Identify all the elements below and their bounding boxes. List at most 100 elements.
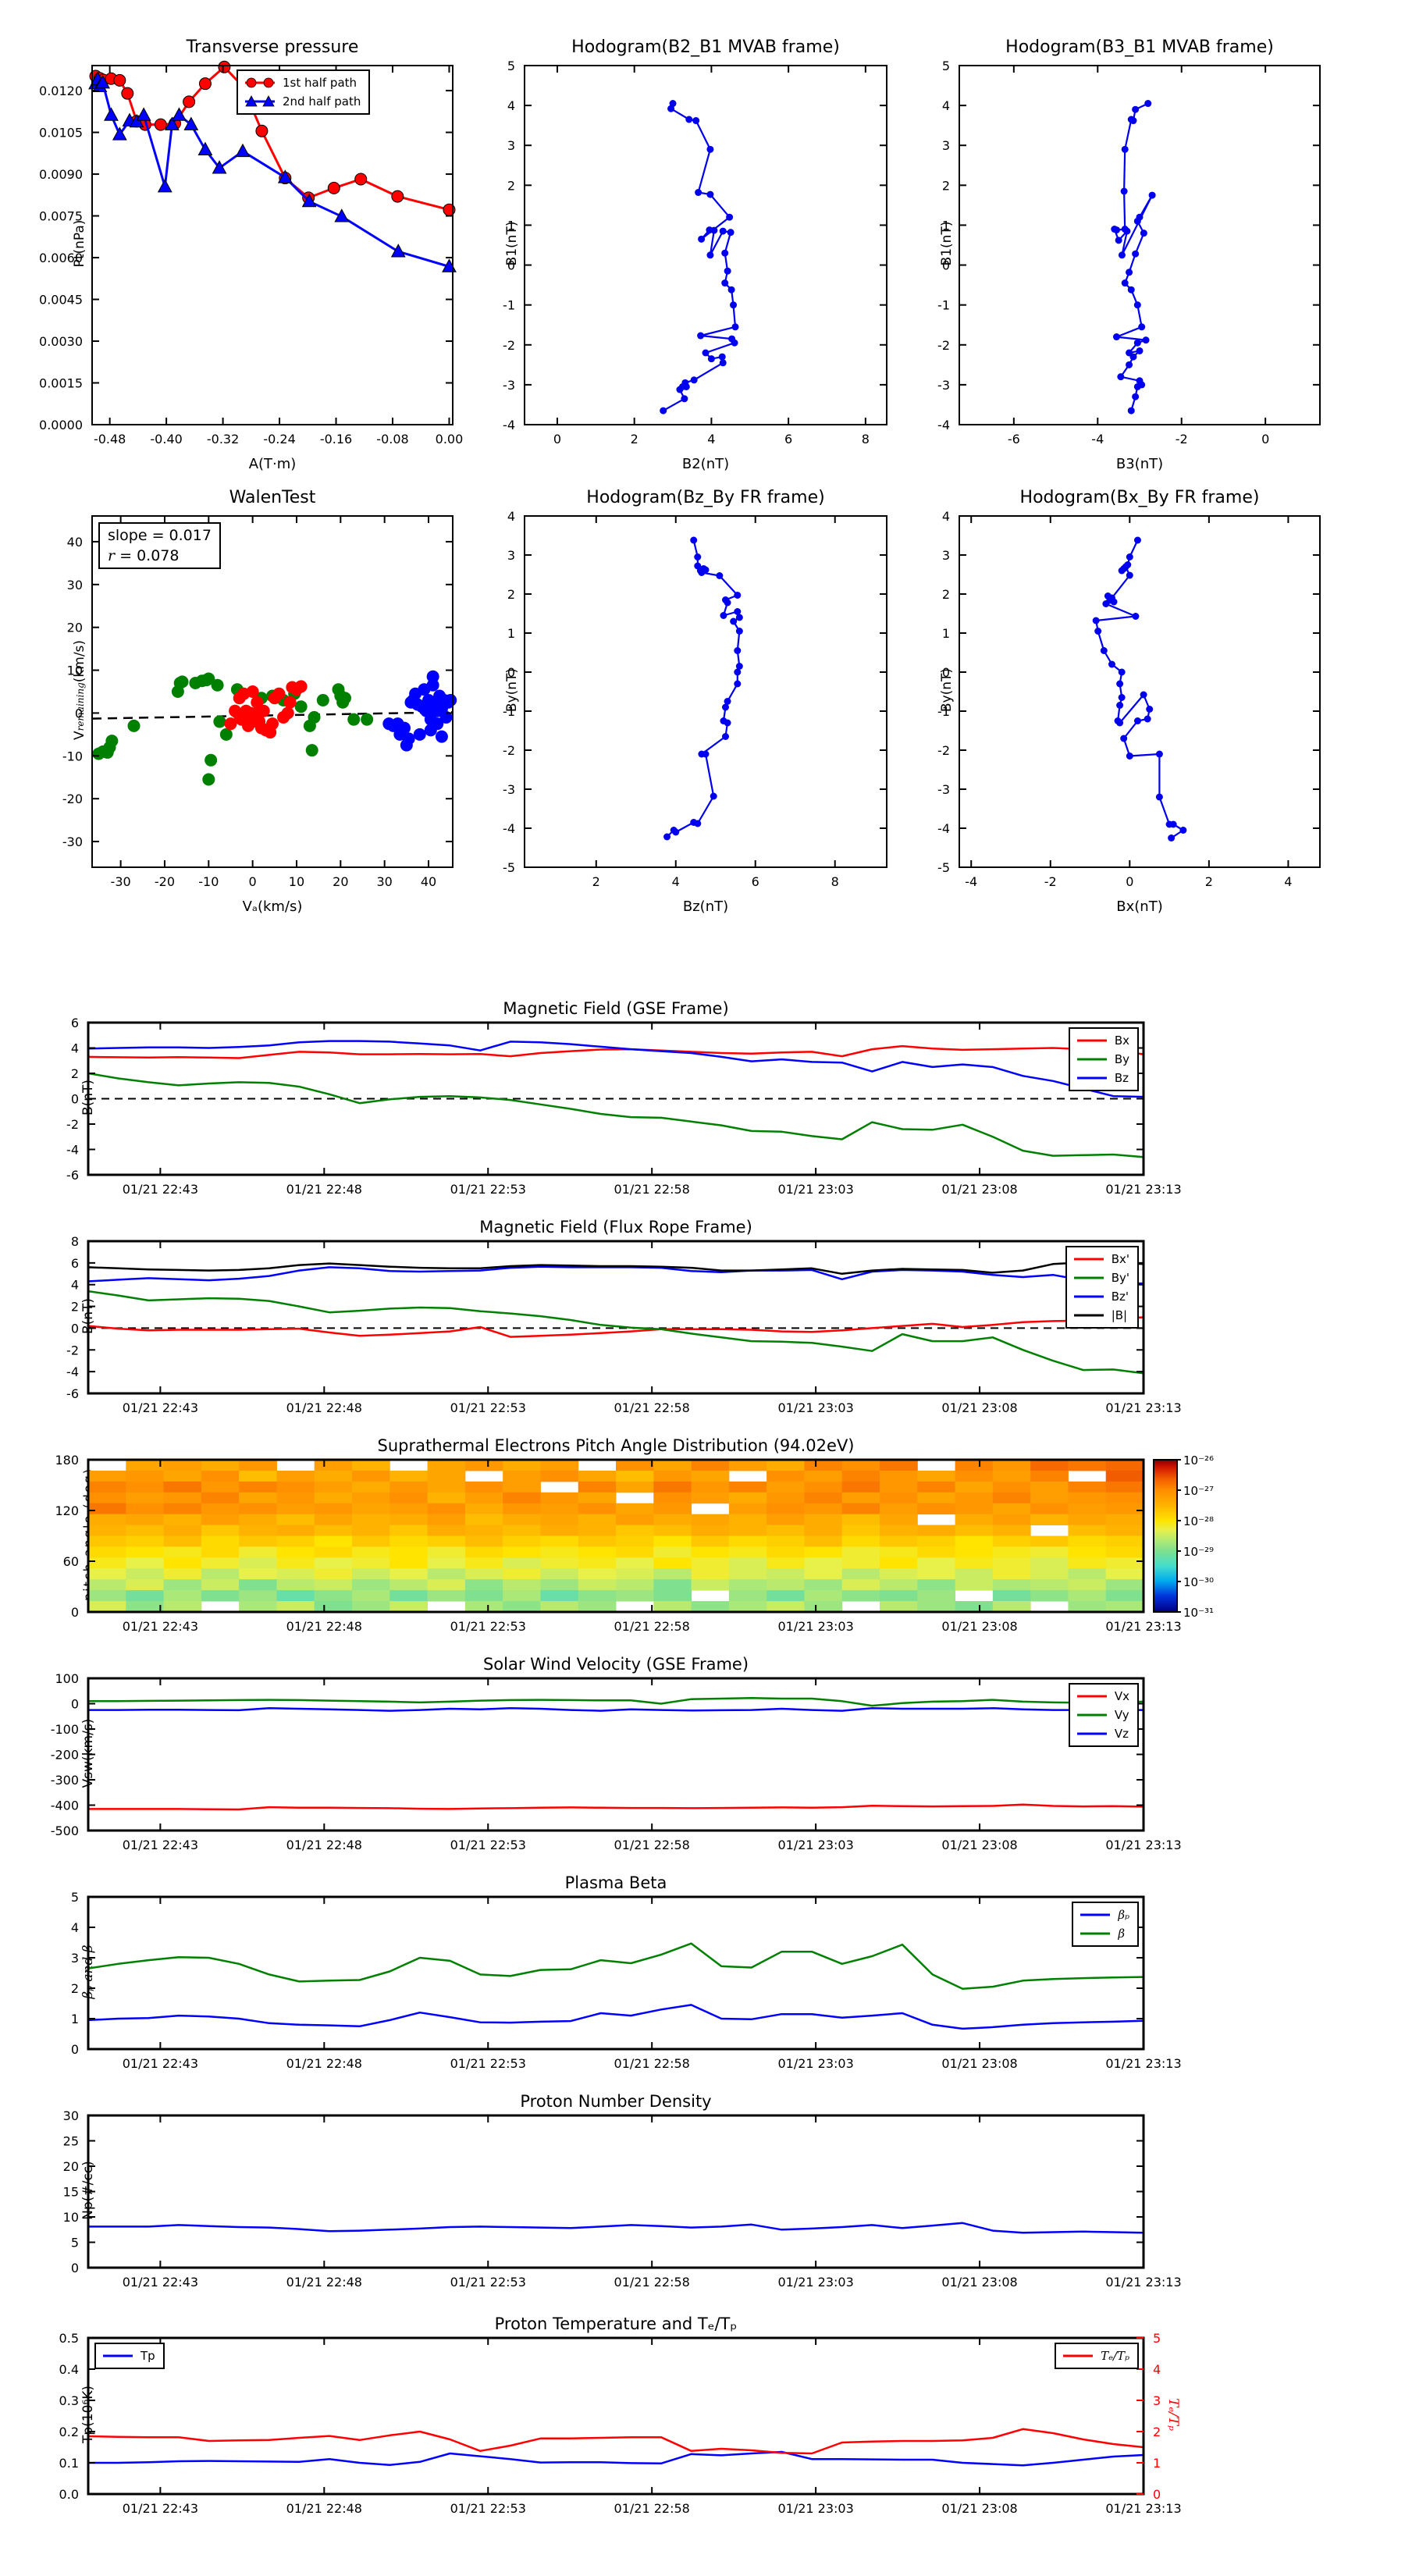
heatmap-cell <box>352 1568 390 1580</box>
heatmap-cell <box>163 1514 202 1526</box>
x-tick-label: 01/21 23:13 <box>1105 1619 1181 1634</box>
colorbar-swatch <box>1154 1510 1177 1513</box>
heatmap-cell <box>88 1481 126 1493</box>
y-tick-label: -500 <box>51 1823 79 1838</box>
x-tick-label: 01/21 22:58 <box>614 1619 690 1634</box>
triangle-marker-icon <box>112 126 127 141</box>
heatmap-cell <box>427 1525 466 1536</box>
dot-marker-icon <box>1132 613 1140 620</box>
x-tick-label: 01/21 22:48 <box>286 1619 362 1634</box>
heatmap-cell <box>540 1470 579 1482</box>
heatmap-cell <box>804 1557 843 1569</box>
colorbar-swatch <box>1154 1556 1177 1558</box>
heatmap-cell <box>126 1514 165 1526</box>
axes-border <box>524 515 887 868</box>
y-tick-label: -20 <box>62 792 83 806</box>
x-tick-label: -30 <box>111 874 131 889</box>
circle-marker-icon <box>391 190 404 203</box>
panel-title: Proton Temperature and Tₑ/Tₚ <box>494 2314 738 2333</box>
series-fit-line <box>91 711 454 720</box>
colorbar-swatch <box>1154 1525 1177 1528</box>
axes-border <box>87 2336 1145 2496</box>
y-axis-label: By(nT) <box>504 667 520 713</box>
dot-marker-icon <box>1129 353 1137 361</box>
series-line <box>663 103 737 412</box>
heatmap-cell <box>767 1460 805 1471</box>
dot-marker-icon <box>1136 347 1144 354</box>
triangle-marker-icon <box>390 244 406 258</box>
heatmap-cell <box>728 1535 767 1547</box>
dot-marker-icon <box>1144 715 1151 723</box>
heatmap-cell <box>540 1546 579 1558</box>
heatmap-cell <box>880 1514 918 1526</box>
colorbar-swatch <box>1154 1574 1177 1576</box>
dot-marker-icon <box>660 407 667 415</box>
dot-marker-icon <box>735 614 743 621</box>
heatmap-cell <box>88 1557 126 1569</box>
y-tick-label: -4 <box>503 418 515 432</box>
heatmap-cell <box>880 1535 918 1547</box>
series-hodogram-path <box>663 536 743 841</box>
x-tick-label: 01/21 22:43 <box>123 2275 198 2290</box>
heatmap-cell <box>389 1579 429 1591</box>
heatmap-cell <box>653 1525 692 1536</box>
series-Vy <box>88 1697 1144 1707</box>
heatmap-cell <box>389 1568 429 1580</box>
scatter-point <box>444 693 457 706</box>
heatmap-cell <box>1105 1601 1144 1613</box>
heatmap-cell <box>352 1525 390 1536</box>
dot-marker-icon <box>681 395 688 403</box>
colorbar-swatch <box>1154 1544 1177 1547</box>
panel-title: Proton Number Density <box>520 2092 712 2111</box>
panel-hodogram-bx-by: Hodogram(Bx_By FR frame) By(nT) Bx(nT) -… <box>937 488 1321 915</box>
dot-marker-icon <box>716 572 724 579</box>
dot-marker-icon <box>1126 269 1133 276</box>
colorbar-swatch <box>1154 1590 1177 1592</box>
colorbar-label: 10⁻²⁸ <box>1183 1514 1214 1528</box>
y-tick-label: 0.0015 <box>39 376 83 391</box>
heatmap-cell <box>163 1525 202 1536</box>
triangle-marker-icon <box>172 107 187 121</box>
heatmap-cell <box>464 1503 503 1515</box>
x-tick-label: 01/21 23:13 <box>1105 2056 1181 2071</box>
x-ticks: 01/21 22:43 01/21 22:48 01/21 22:53 01/21 2… <box>123 1678 1182 1852</box>
heatmap-cell <box>464 1514 503 1526</box>
series-beta-p <box>87 2004 1144 2030</box>
series-Vz <box>88 1707 1144 1712</box>
heatmap-cell <box>352 1503 390 1515</box>
heatmap-cells <box>88 1460 1144 1613</box>
circle-marker-icon <box>218 60 231 73</box>
colorbar-swatch <box>1154 1505 1177 1507</box>
colorbar-swatch <box>1154 1527 1177 1529</box>
panel-title: Suprathermal Electrons Pitch Angle Distr… <box>377 1436 855 1455</box>
scatter-point <box>435 730 448 743</box>
colorbar-swatch <box>1154 1562 1177 1564</box>
x-tick-label: 01/21 23:13 <box>1105 2501 1181 2516</box>
colorbar-swatch <box>1154 1533 1177 1535</box>
colorbar-swatch <box>1154 1594 1177 1596</box>
scatter-point <box>413 728 426 741</box>
y-tick-label: 1 <box>71 2012 79 2026</box>
y-tick-label: -6 <box>66 1168 79 1183</box>
heatmap-cell <box>427 1503 466 1515</box>
scatter-point <box>316 693 329 706</box>
legend-entry-By': By' <box>1072 1268 1129 1287</box>
y-ticks: 0.0000 0.0015 0.0030 0.0045 0.0060 0.0075 0.00… <box>39 84 453 432</box>
heatmap-cell <box>464 1546 503 1558</box>
hodogram-bz-by-canvas: 2 4 6 8 -5 -4 -3 -2 -1 0 1 2 3 4 <box>503 509 887 889</box>
scatter-point <box>294 700 308 713</box>
heatmap-cell <box>841 1503 880 1515</box>
x-tick-label: -6 <box>1008 432 1020 447</box>
heatmap-cell <box>1105 1568 1144 1580</box>
colorbar-swatch <box>1154 1553 1177 1556</box>
colorbar-swatch <box>1154 1521 1177 1523</box>
series-By <box>87 1072 1144 1158</box>
dot-marker-icon <box>1092 617 1100 624</box>
axes-border <box>87 1895 1145 2051</box>
heatmap-cell <box>767 1503 805 1515</box>
heatmap-cell <box>427 1481 466 1493</box>
dot-marker-icon <box>1133 382 1141 390</box>
scatter-point <box>305 744 318 757</box>
dot-marker-icon <box>720 612 727 619</box>
y-tick-label: -100 <box>51 1722 79 1737</box>
